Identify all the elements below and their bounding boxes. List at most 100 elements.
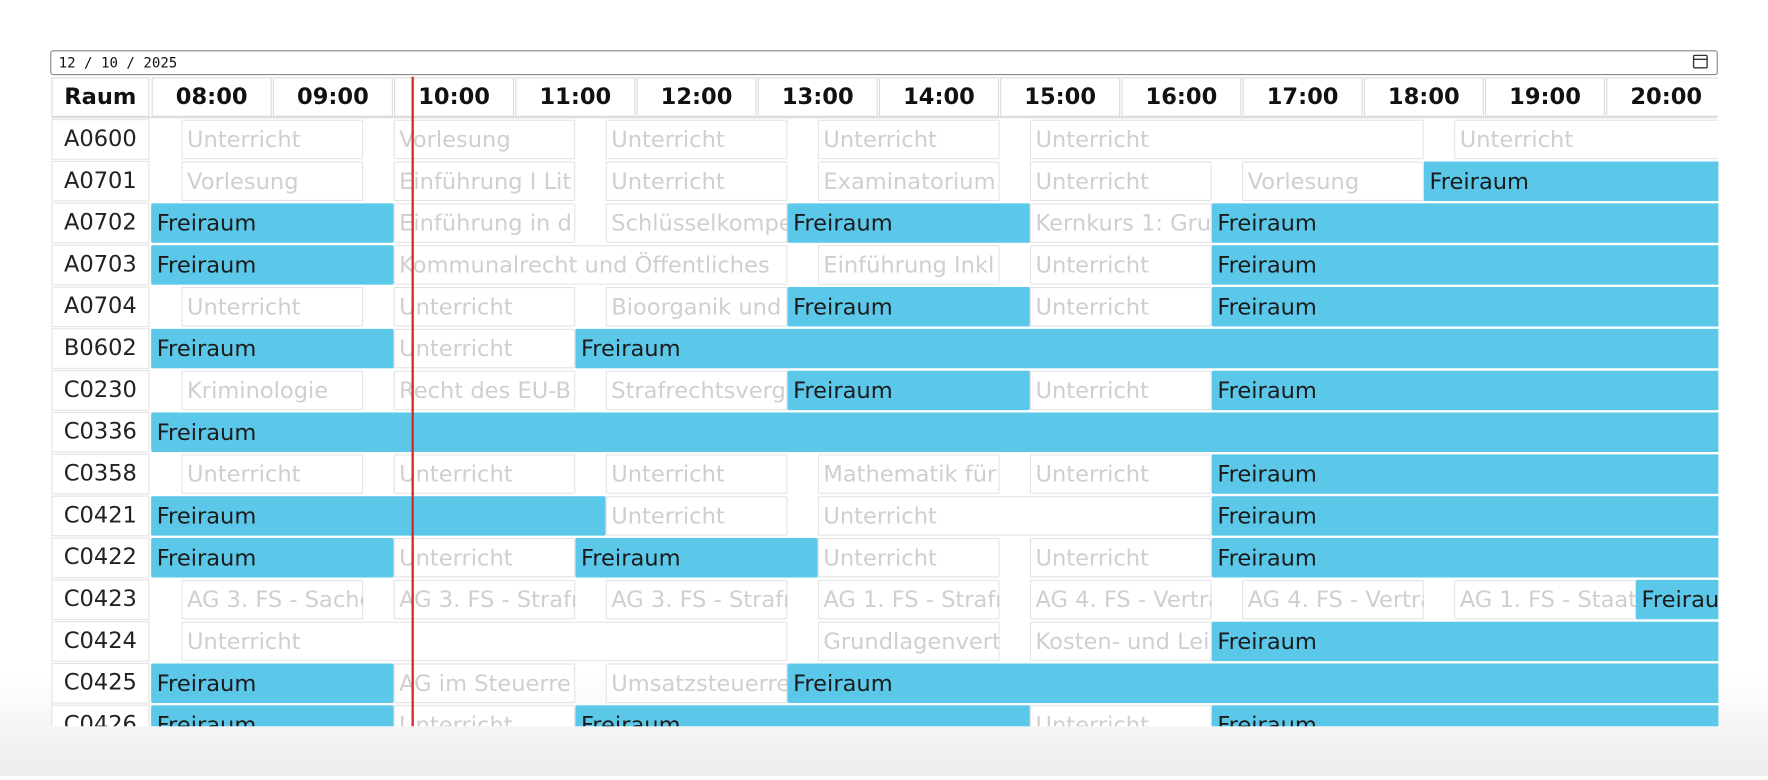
booking: Strafrechtsverg xyxy=(605,370,788,411)
booking-label: Unterricht xyxy=(1460,127,1574,153)
booking-box xyxy=(393,161,576,202)
free-slot-box xyxy=(1211,621,1719,662)
room-row: C0336 Freiraum xyxy=(51,411,1768,453)
booking: Unterricht xyxy=(1029,454,1212,494)
hour-label: 11:00 xyxy=(539,84,611,110)
booking: Kommunalrecht und Öffentliches xyxy=(393,245,788,285)
booking: Examinatorium xyxy=(817,161,1000,202)
room-cell xyxy=(51,286,150,328)
booking: Vorlesung xyxy=(181,161,364,202)
room-label: A0600 xyxy=(64,126,137,152)
booking-label: Unterricht xyxy=(399,713,513,739)
free-slot[interactable]: Freiraum xyxy=(787,286,1030,327)
free-slot-box xyxy=(151,203,394,243)
booking-label: AG 4. FS - Vertra xyxy=(1036,587,1222,613)
free-slot[interactable]: Freiraum xyxy=(575,705,1030,744)
room-label: C0421 xyxy=(64,502,137,528)
room-cell xyxy=(51,537,150,579)
room-label: C0423 xyxy=(64,586,137,612)
booking-label: AG im Steuerre xyxy=(399,671,571,697)
free-slot[interactable]: Freiraum xyxy=(787,663,1768,704)
free-slot[interactable]: Freiraum xyxy=(575,537,818,578)
hour-label: 09:00 xyxy=(297,84,369,110)
free-slot-label: Freiraum xyxy=(157,671,257,697)
booking-label: Unterricht xyxy=(823,127,937,153)
booking-box xyxy=(181,454,364,494)
booking-label: Kommunalrecht und Öffentliches xyxy=(399,251,770,279)
booking-box xyxy=(605,496,788,536)
booking: AG 4. FS - Vertra xyxy=(1029,579,1222,620)
calendar-icon[interactable] xyxy=(1692,54,1708,69)
free-slot[interactable]: Freiraum xyxy=(151,496,606,536)
booking: Einführung I Lit xyxy=(393,161,576,202)
room-row: C0358 Unterricht Unterricht Unterricht Mathe… xyxy=(51,453,1768,495)
free-slot[interactable]: Freiraum xyxy=(1211,621,1768,662)
free-slot[interactable]: Freiraum xyxy=(151,328,394,369)
free-slot[interactable]: Freiraum xyxy=(1211,705,1768,744)
header-cell xyxy=(515,77,636,117)
booking: Unterricht xyxy=(393,705,576,739)
free-slot[interactable]: Freiraum xyxy=(1211,203,1768,243)
booking-label: Unterricht xyxy=(823,504,937,530)
room-cell xyxy=(51,579,150,620)
free-slot[interactable]: Freiraum xyxy=(787,370,1030,411)
free-slot[interactable]: Freiraum xyxy=(1211,245,1768,285)
booking: Unterricht xyxy=(1029,537,1212,578)
booking-box xyxy=(1029,621,1212,662)
free-slot-label: Freiraum xyxy=(793,211,893,237)
booking: AG 3. FS - Sache xyxy=(181,579,364,620)
booking: Kernkurs 1: Gru xyxy=(1029,203,1212,243)
free-slot[interactable]: Freiraum xyxy=(151,537,394,578)
booking-label: Unterricht xyxy=(611,504,725,530)
room-cell xyxy=(51,411,150,453)
booking-label: Grundlagenvert xyxy=(823,629,1001,655)
header-cell xyxy=(1484,77,1606,117)
booking-box xyxy=(1029,454,1212,494)
booking: Einführung Inkl xyxy=(817,245,1000,285)
free-slot-label: Freiraum xyxy=(157,211,257,237)
free-slot[interactable]: Freiraum xyxy=(1211,454,1768,494)
booking-label: Unterricht xyxy=(399,545,513,571)
free-slot-label: Freiraum xyxy=(581,713,681,739)
header-room: Raum xyxy=(64,84,136,110)
free-slot[interactable]: Freiraum xyxy=(1211,370,1768,411)
booking: Unterricht xyxy=(181,454,364,494)
booking-label: Examinatorium xyxy=(823,169,995,195)
room-cell xyxy=(51,621,150,662)
free-slot[interactable]: Freiraum xyxy=(151,705,394,744)
free-slot[interactable]: Freiraum xyxy=(1423,161,1768,202)
booking-label: Umsatzsteuerre xyxy=(611,671,790,697)
booking-box xyxy=(1029,161,1212,202)
free-slot[interactable]: Freiraum xyxy=(787,203,1030,243)
booking: Unterricht xyxy=(1029,161,1212,202)
booking-label: Schlüsselkompe xyxy=(611,211,792,237)
booking-box xyxy=(1029,203,1212,243)
booking-label: Vorlesung xyxy=(399,127,511,153)
free-slot[interactable]: Freiraum xyxy=(1211,537,1768,578)
booking-label: AG 4. FS - Vertra xyxy=(1248,587,1434,613)
free-slot[interactable]: Freiraum xyxy=(575,328,1768,369)
room-row: A0703 Freiraum Kommunalrecht und Öffentlic… xyxy=(51,244,1768,286)
free-slot-box xyxy=(787,663,1719,704)
booking-box xyxy=(1029,537,1212,578)
booking: Unterricht xyxy=(817,537,1000,578)
free-slot[interactable]: Freiraum xyxy=(151,663,394,704)
date-input[interactable]: 12 / 10 / 2025 xyxy=(50,50,1718,76)
booking-box xyxy=(393,286,576,327)
free-slot-box xyxy=(1211,203,1719,243)
free-slot[interactable]: Freiraum xyxy=(151,412,1768,453)
free-slot[interactable]: Freiraum xyxy=(1211,286,1768,327)
free-slot-label: Freiraum xyxy=(1217,629,1317,655)
booking-label: Vorlesung xyxy=(187,169,299,195)
free-slot[interactable]: Freiraum xyxy=(151,245,394,285)
free-slot[interactable]: Freirau xyxy=(1635,579,1768,620)
free-slot[interactable]: Freiraum xyxy=(1211,496,1768,536)
date-field[interactable] xyxy=(50,50,1718,76)
free-slot[interactable]: Freiraum xyxy=(151,203,394,243)
room-label: C0422 xyxy=(64,544,137,570)
room-cell xyxy=(51,704,150,727)
booking-box xyxy=(393,454,576,494)
booking-box xyxy=(1454,579,1636,620)
booking: Unterricht xyxy=(393,328,576,369)
room-row: C0425 Freiraum AG im Steuerre Umsatzsteuerr… xyxy=(51,662,1768,704)
